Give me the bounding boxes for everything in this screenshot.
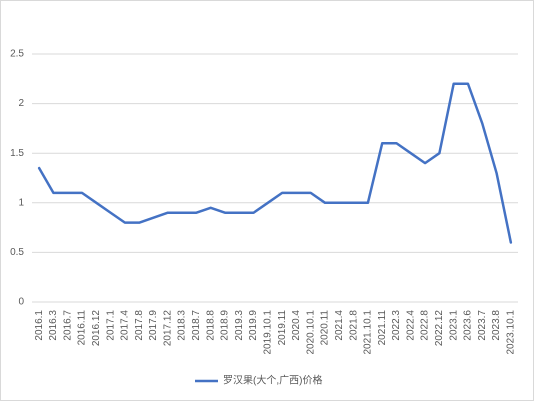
y-tick-label: 1.5 — [10, 148, 24, 159]
x-tick-label: 2020.10.1 — [305, 310, 316, 355]
x-tick-label: 2018.8 — [205, 310, 216, 341]
line-series — [37, 82, 513, 244]
y-tick-label: 2.5 — [10, 49, 24, 60]
x-tick-label: 2021.11 — [377, 310, 388, 346]
x-tick-label: 2017.4 — [120, 310, 131, 341]
x-tick-label: 2021.8 — [348, 310, 359, 341]
y-tick-label: 0.5 — [10, 247, 24, 258]
x-tick-label: 2023.7 — [477, 310, 488, 341]
x-tick-label: 2018.9 — [220, 310, 231, 341]
x-tick-label: 2021.4 — [334, 310, 345, 341]
x-tick-label: 2016.7 — [62, 310, 73, 341]
x-tick-label: 2023.1 — [448, 310, 459, 341]
x-tick-label: 2017.1 — [105, 310, 116, 341]
x-tick-label: 2019.9 — [248, 310, 259, 341]
x-tick-label: 2016.1 — [34, 310, 45, 341]
legend-label: 罗汉果(大个,广西)价格 — [223, 374, 322, 387]
x-tick-label: 2020.11 — [320, 310, 331, 346]
x-tick-label: 2017.9 — [148, 310, 159, 341]
x-tick-label: 2019.11 — [277, 310, 288, 346]
x-tick-label: 2019.10.1 — [262, 310, 273, 355]
y-tick-label: 0 — [18, 297, 24, 308]
x-tick-label: 2022.4 — [405, 310, 416, 341]
x-tick-label: 2017.8 — [134, 310, 145, 341]
x-tick-label: 2022.3 — [391, 310, 402, 341]
x-tick-label: 2016.12 — [91, 310, 102, 347]
x-tick-label: 2023.6 — [463, 310, 474, 341]
x-tick-label: 2023.8 — [491, 310, 502, 341]
x-tick-label: 2020.4 — [291, 310, 302, 341]
x-tick-label: 2021.10.1 — [363, 310, 374, 355]
x-tick-label: 2022.8 — [420, 310, 431, 341]
x-tick-label: 2017.12 — [162, 310, 173, 347]
x-tick-label: 2018.7 — [191, 310, 202, 341]
y-tick-label: 1 — [18, 197, 24, 208]
x-tick-label: 2018.3 — [177, 310, 188, 341]
y-tick-label: 2 — [18, 98, 24, 109]
x-tick-label: 2023.10.1 — [505, 310, 516, 355]
x-tick-label: 2016.11 — [77, 310, 88, 346]
x-tick-label: 2019.3 — [234, 310, 245, 341]
x-tick-label: 2022.12 — [434, 310, 445, 347]
x-tick-label: 2016.3 — [48, 310, 59, 341]
